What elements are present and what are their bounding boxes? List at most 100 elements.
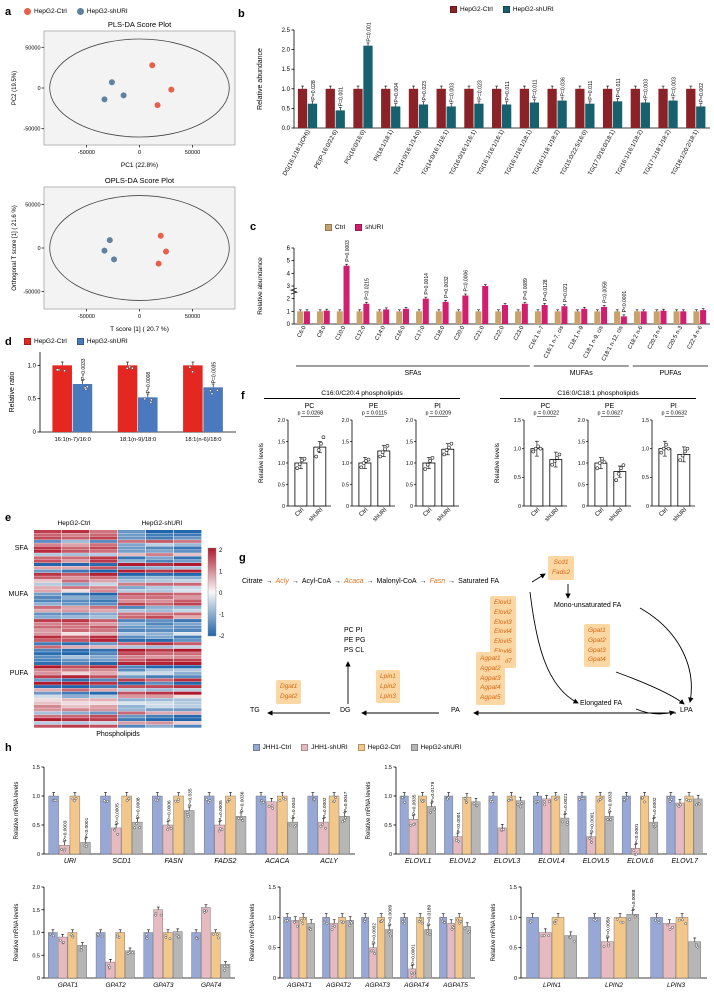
svg-text:0.5: 0.5 [268, 946, 276, 952]
svg-text:AGPAT2: AGPAT2 [325, 982, 351, 989]
legend-panel-a: HepG2-Ctrl HepG2-shURI [24, 8, 128, 15]
svg-text:C16:1 n-7: C16:1 n-7 [528, 325, 545, 350]
legend-label: JHH1-Ctrl [262, 744, 292, 751]
svg-text:TG(16:1/18:1/18:2): TG(16:1/18:1/18:2) [532, 129, 561, 177]
node-tg: TG [250, 707, 260, 714]
svg-text:C23:0: C23:0 [513, 325, 526, 341]
arrow-monofa-to-lpa [639, 607, 694, 703]
svg-text:1.5: 1.5 [509, 885, 517, 891]
svg-text:C21:0: C21:0 [473, 325, 486, 341]
svg-text:1.5: 1.5 [406, 439, 413, 445]
legend-label: HepG2-Ctrl [367, 744, 401, 751]
legend-item: HepG2-Ctrl [357, 744, 401, 751]
svg-text:GPAT4: GPAT4 [201, 982, 222, 989]
svg-text:p = 0.0115: p = 0.0115 [362, 411, 387, 417]
heatmap-row-group-label: SFA [14, 544, 28, 552]
node-saturated-fa: Saturated FA [458, 578, 500, 585]
svg-text:2: 2 [219, 548, 223, 554]
svg-text:C8:0: C8:0 [316, 325, 327, 339]
mini-bar-chart: PC 0 0.5 1.0 1.5 2.0 Relative levels p = 0.0268… [258, 403, 331, 523]
svg-text:0.5: 0.5 [578, 482, 585, 488]
lipid-synthesis-pathway: Citrate → Acly → Acyl-CoA → Acaca → Malo… [238, 552, 714, 744]
svg-text:AGPAT5: AGPAT5 [442, 982, 468, 989]
svg-text:1.5: 1.5 [384, 765, 392, 771]
mini-chart-pi: PI 0 0.5 1.0 1.5 2.0 p = 0.0209 Ctrl shURI [398, 400, 462, 537]
svg-text:P=0.0009: P=0.0009 [387, 904, 393, 925]
svg-text:T score [1] ( 20.7 %): T score [1] ( 20.7 %) [110, 326, 169, 333]
grouped-bar-chart: 0 0.5 1.0 1.5 Relative mRNA levels ELOVL1 ELOV… [366, 765, 707, 865]
svg-text:shURI: shURI [372, 507, 388, 523]
grouped-bar-chart: 0 1 2 3 4 5 6 Relative abundance C6:0 C8:0 C10:0 C1… [257, 240, 710, 377]
svg-text:0: 0 [33, 430, 37, 436]
svg-text:1.0: 1.0 [384, 794, 392, 800]
svg-text:2.0: 2.0 [406, 418, 413, 424]
svg-text:P=0.0058: P=0.0058 [606, 917, 612, 938]
svg-text:1.0: 1.0 [342, 461, 349, 467]
svg-text:LPIN3: LPIN3 [667, 982, 685, 989]
legend-swatch [76, 8, 84, 15]
svg-text:shURI: shURI [608, 507, 624, 523]
legend-swatch [24, 8, 31, 15]
heatmap-col-header-shuri: HepG2-shURI [141, 520, 183, 527]
svg-text:0: 0 [287, 322, 291, 328]
svg-text:0.5: 0.5 [32, 953, 40, 959]
svg-text:P<0.0001: P<0.0001 [589, 812, 595, 833]
score-plot-chart: PLS-DA Score Plot -50000 0 50000 50000 0 -5000… [12, 20, 236, 169]
gene-gpat1: Gpat1 [588, 627, 606, 634]
svg-text:0: 0 [138, 314, 141, 320]
gene-agpat4: Agpat4 [480, 684, 501, 692]
svg-text:1.0: 1.0 [268, 915, 276, 921]
svg-text:1.0: 1.0 [32, 931, 40, 937]
gene-scd1: Scd1 [553, 559, 569, 566]
svg-text:0.5: 0.5 [384, 823, 392, 829]
svg-text:AGPAT1: AGPAT1 [286, 982, 312, 989]
svg-text:Relative mRNA levels: Relative mRNA levels [14, 782, 20, 840]
svg-text:P=0.023: P=0.023 [477, 80, 483, 100]
legend-item: HepG2-Ctrl [24, 338, 67, 345]
svg-text:P=0.0215: P=0.0215 [365, 278, 371, 300]
svg-text:p = 0.0627: p = 0.0627 [598, 411, 624, 417]
de-novo-synthesis-row: Citrate → Acly → Acyl-CoA → Acaca → Malo… [242, 578, 499, 585]
heatmap-cells [34, 530, 202, 728]
svg-text:Ctrl: Ctrl [530, 507, 541, 518]
svg-text:P<0.0001: P<0.0001 [84, 817, 90, 838]
gene-elovl1: Elovl1 [494, 599, 512, 606]
svg-text:TG(15:0/22:5/16:0): TG(15:0/22:5/16:0) [560, 129, 589, 177]
phospholipid-group: C16:0/C18:1 phospholipids PC 0 0.5 1.0 1.5 Rel… [492, 390, 704, 537]
grouped-bar-chart: 0 0.5 1.0 1.5 Relative mRNA levels LPIN1 LPIN2… [491, 885, 707, 989]
svg-text:0.5: 0.5 [278, 482, 285, 488]
phospholipid-levels-panel: C16:0/C20:4 phospholipids PC 0 0.5 1.0 1.5 2.0… [250, 390, 714, 566]
svg-text:Relative mRNA levels: Relative mRNA levels [14, 904, 20, 962]
svg-text:P<0.0001: P<0.0001 [622, 291, 628, 313]
panel-label-h: h [5, 742, 12, 754]
svg-text:2.0: 2.0 [578, 418, 585, 424]
svg-text:TG(16:1/16:1/18:2): TG(16:1/16:1/18:2) [615, 129, 644, 177]
legend-label: HepG2-Ctrl [34, 8, 67, 15]
svg-text:0: 0 [582, 504, 585, 510]
oplsda-score-plot: OPLS-DA Score Plot -50000 0 50000 50000 0 -500… [8, 174, 242, 339]
svg-text:0: 0 [646, 504, 649, 510]
svg-text:PC: PC [305, 403, 315, 410]
svg-text:TG(17:0/16:0/18:1): TG(17:0/16:0/18:1) [588, 129, 617, 177]
svg-text:P=0.0002: P=0.0002 [322, 797, 328, 818]
svg-text:Ctrl: Ctrl [594, 507, 605, 518]
mini-charts-row: PC 0 0.5 1.0 1.5 2.0 Relative levels p = 0.0268… [256, 400, 468, 537]
svg-text:1.0: 1.0 [509, 915, 517, 921]
svg-text:P=0.0003: P=0.0003 [63, 820, 69, 841]
panel-label-g: g [239, 552, 246, 564]
svg-text:P=0.0035: P=0.0035 [412, 794, 418, 815]
gene-elovl3: Elovl3 [494, 618, 512, 626]
svg-text:shURI: shURI [308, 507, 324, 523]
mini-chart-pi: PI 0 0.5 1.0 1.5 p = 0.0632 Ctrl shURI [634, 400, 698, 537]
gene-dgat1: Dgat1 [280, 683, 298, 690]
svg-text:C20:3 n-6: C20:3 n-6 [647, 325, 664, 350]
svg-text:P=0.0059: P=0.0059 [602, 281, 608, 303]
gene-dgat2: Dgat2 [280, 692, 298, 700]
heatmap-col-header-ctrl: HepG2-Ctrl [57, 520, 91, 527]
phospholipid-heatmap [34, 530, 202, 733]
svg-text:PUFAs: PUFAs [659, 370, 681, 377]
svg-text:0.5: 0.5 [406, 482, 413, 488]
svg-text:16:1(n-7)/16:0: 16:1(n-7)/16:0 [54, 437, 90, 443]
svg-text:50000: 50000 [25, 45, 40, 51]
grouped-bar-chart: 0.0 0.5 1.0 1.5 2.0 2.5 Relative abundance DG(1… [257, 22, 710, 177]
